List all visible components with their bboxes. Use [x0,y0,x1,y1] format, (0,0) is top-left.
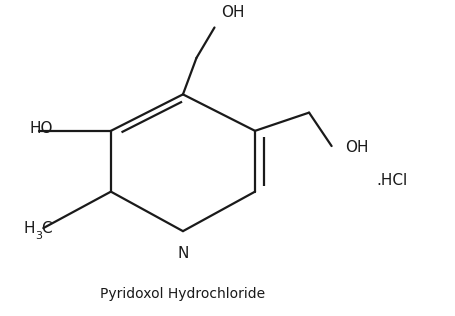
Text: Pyridoxol Hydrochloride: Pyridoxol Hydrochloride [100,287,265,301]
Text: OH: OH [220,5,244,20]
Text: H: H [23,221,35,236]
Text: .HCl: .HCl [376,173,407,189]
Text: N: N [177,246,188,261]
Text: HO: HO [30,121,53,136]
Text: C: C [41,221,51,236]
Text: OH: OH [344,140,368,155]
Text: 3: 3 [35,231,43,241]
